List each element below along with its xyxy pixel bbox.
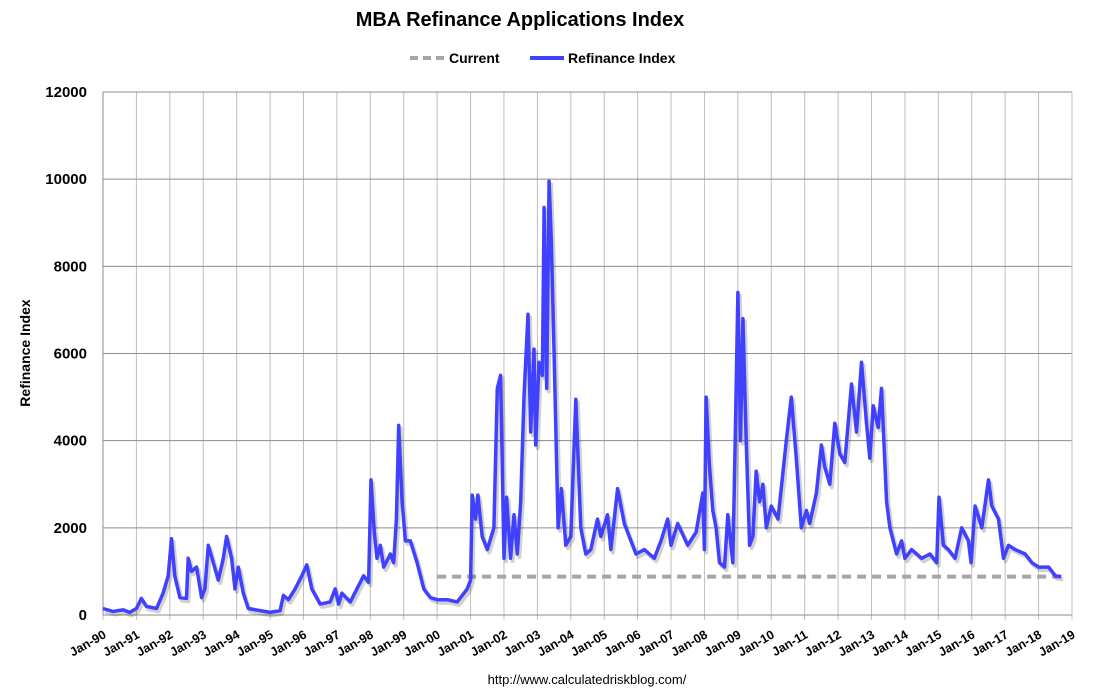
- gridlines: [102, 91, 1073, 620]
- series-layer: [102, 179, 1064, 618]
- x-tick-label: Jan-06: [602, 627, 643, 659]
- source-url: http://www.calculatedriskblog.com/: [488, 672, 687, 687]
- x-tick-label: Jan-04: [535, 627, 576, 659]
- x-tick-label: Jan-11: [769, 627, 810, 659]
- x-tick-label: Jan-96: [268, 627, 309, 659]
- x-tick-label: Jan-01: [435, 627, 476, 659]
- y-tick-label: 8000: [54, 258, 87, 275]
- x-tick-label: Jan-12: [802, 627, 843, 659]
- x-tick-label: Jan-91: [101, 627, 142, 659]
- x-tick-label: Jan-18: [1003, 627, 1044, 659]
- x-tick-label: Jan-13: [836, 627, 877, 659]
- y-tick-label: 2000: [54, 520, 87, 537]
- x-tick-label: Jan-10: [735, 627, 776, 659]
- x-tick-label: Jan-16: [936, 627, 977, 659]
- x-axis-ticks: Jan-90Jan-91Jan-92Jan-93Jan-94Jan-95Jan-…: [67, 627, 1077, 659]
- y-tick-label: 4000: [54, 433, 87, 450]
- x-tick-label: Jan-93: [167, 627, 208, 659]
- x-tick-label: Jan-14: [869, 627, 910, 659]
- x-tick-label: Jan-90: [67, 627, 108, 659]
- x-tick-label: Jan-08: [669, 627, 710, 659]
- y-tick-label: 12000: [45, 84, 87, 101]
- chart-title: MBA Refinance Applications Index: [356, 9, 685, 31]
- y-axis-label: Refinance Index: [17, 299, 33, 407]
- y-tick-label: 6000: [54, 346, 87, 363]
- x-tick-label: Jan-94: [201, 627, 242, 659]
- x-tick-label: Jan-98: [335, 627, 376, 659]
- x-tick-label: Jan-17: [969, 627, 1010, 659]
- x-tick-label: Jan-00: [401, 627, 442, 659]
- x-tick-label: Jan-19: [1036, 627, 1077, 659]
- refinance-index-line: [102, 179, 1062, 615]
- legend-label-current: Current: [449, 50, 500, 66]
- x-tick-label: Jan-02: [468, 627, 509, 659]
- x-tick-label: Jan-05: [568, 627, 609, 659]
- legend-label-refinance: Refinance Index: [568, 50, 676, 66]
- x-tick-label: Jan-99: [368, 627, 409, 659]
- y-tick-label: 0: [79, 607, 87, 624]
- x-tick-label: Jan-95: [234, 627, 275, 659]
- x-tick-label: Jan-09: [702, 627, 743, 659]
- x-tick-label: Jan-92: [134, 627, 175, 659]
- legend: Current Refinance Index: [410, 50, 676, 66]
- y-tick-label: 10000: [45, 171, 87, 188]
- x-tick-label: Jan-97: [301, 627, 342, 659]
- x-tick-label: Jan-03: [502, 627, 543, 659]
- x-tick-label: Jan-15: [903, 627, 944, 659]
- y-axis-ticks: 0 2000 4000 6000 8000 10000 12000: [45, 84, 87, 624]
- x-tick-label: Jan-07: [635, 627, 676, 659]
